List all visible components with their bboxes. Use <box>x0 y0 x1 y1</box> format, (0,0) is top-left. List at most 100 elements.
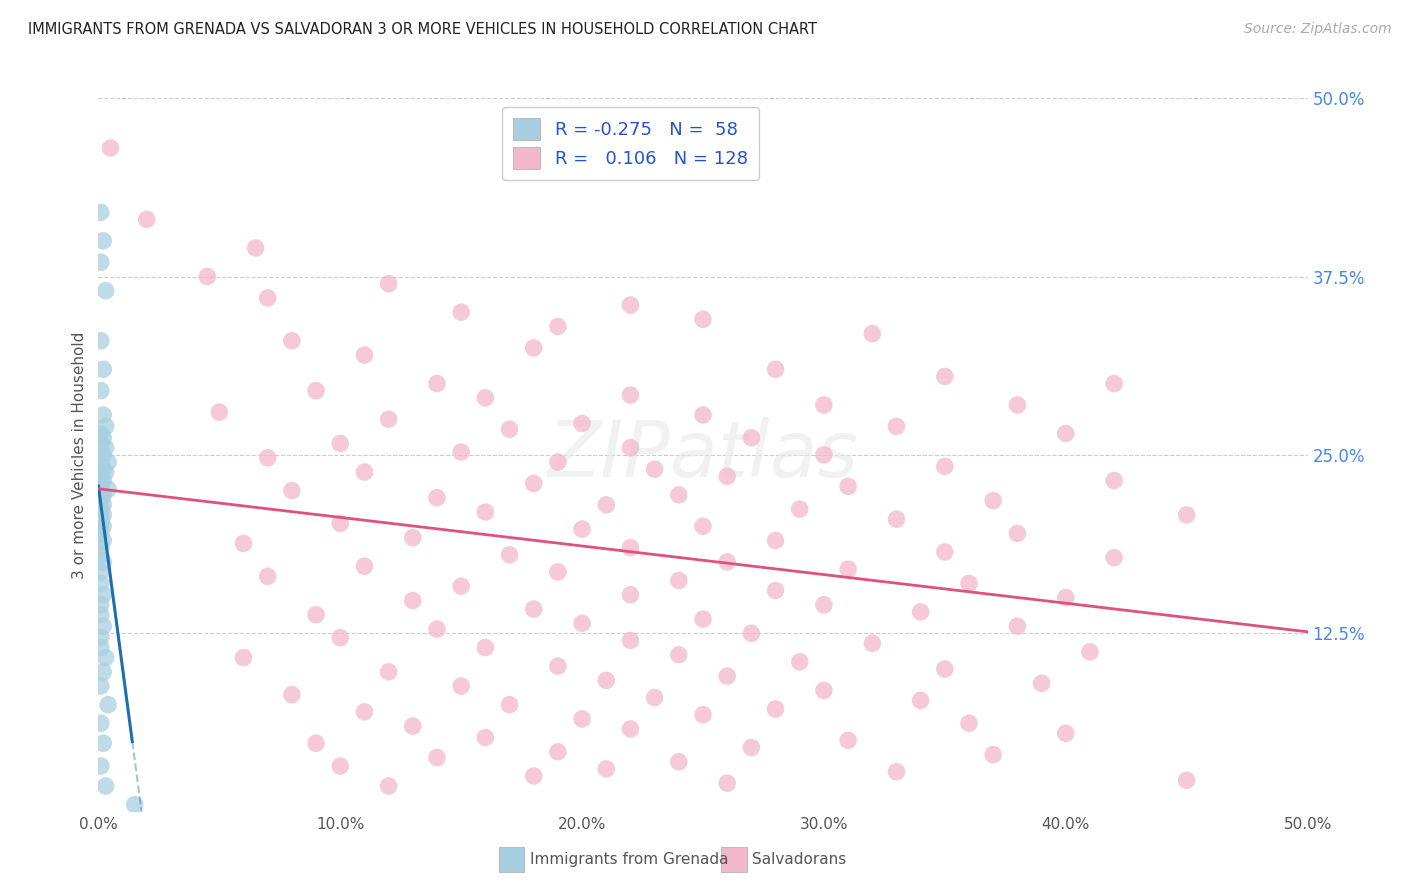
Point <box>450 305 472 319</box>
Point <box>90 502 112 516</box>
Point <box>256 450 278 465</box>
Point <box>91 431 114 445</box>
Point <box>886 419 908 434</box>
Point <box>1031 676 1053 690</box>
Point <box>90 598 112 612</box>
Point <box>1007 526 1029 541</box>
Point <box>426 622 449 636</box>
Point <box>668 574 690 588</box>
Point <box>1054 426 1077 441</box>
Point <box>90 334 112 348</box>
Point <box>90 255 112 269</box>
Point <box>619 722 641 736</box>
Point <box>90 526 112 541</box>
Point <box>90 522 112 536</box>
Point <box>100 141 122 155</box>
Point <box>571 417 593 431</box>
Point <box>1102 474 1125 488</box>
Point <box>547 659 569 673</box>
Point <box>377 665 399 679</box>
Point <box>547 565 569 579</box>
Point <box>91 408 114 422</box>
Point <box>124 797 146 812</box>
Point <box>498 548 520 562</box>
Point <box>716 776 738 790</box>
Point <box>94 284 117 298</box>
Point <box>91 462 114 476</box>
Point <box>837 733 859 747</box>
Point <box>450 679 472 693</box>
Text: Source: ZipAtlas.com: Source: ZipAtlas.com <box>1244 22 1392 37</box>
Point <box>813 598 835 612</box>
Point <box>94 419 117 434</box>
Point <box>377 779 399 793</box>
Point <box>981 493 1004 508</box>
Point <box>90 493 112 508</box>
Point <box>523 476 546 491</box>
Point <box>1102 550 1125 565</box>
Point <box>886 764 908 779</box>
Point <box>934 459 956 474</box>
Point <box>90 640 112 655</box>
Point <box>1102 376 1125 391</box>
Point <box>377 277 399 291</box>
Point <box>910 693 932 707</box>
Point <box>1007 398 1029 412</box>
Point <box>135 212 157 227</box>
Point <box>353 348 375 362</box>
Point <box>571 522 593 536</box>
Point <box>232 536 254 550</box>
Point <box>91 362 114 376</box>
Point <box>90 436 112 450</box>
Point <box>1054 726 1077 740</box>
Point <box>426 376 449 391</box>
Point <box>353 705 375 719</box>
Point <box>523 602 546 616</box>
Text: ZIPatlas: ZIPatlas <box>547 417 859 493</box>
Point <box>837 479 859 493</box>
Point <box>571 616 593 631</box>
Point <box>90 491 112 505</box>
Point <box>716 669 738 683</box>
Point <box>281 334 304 348</box>
Point <box>474 505 496 519</box>
Point <box>90 479 112 493</box>
Point <box>90 512 112 526</box>
Point <box>813 398 835 412</box>
Point <box>957 576 980 591</box>
Point <box>426 491 449 505</box>
Point <box>232 650 254 665</box>
Point <box>474 391 496 405</box>
Point <box>547 745 569 759</box>
Point <box>523 769 546 783</box>
Point <box>90 716 112 731</box>
Point <box>619 298 641 312</box>
Point <box>498 698 520 712</box>
Point <box>498 422 520 436</box>
Point <box>474 731 496 745</box>
Point <box>90 541 112 555</box>
Point <box>934 545 956 559</box>
Point <box>668 488 690 502</box>
Point <box>245 241 267 255</box>
Text: Immigrants from Grenada: Immigrants from Grenada <box>530 853 728 867</box>
Text: IMMIGRANTS FROM GRENADA VS SALVADORAN 3 OR MORE VEHICLES IN HOUSEHOLD CORRELATIO: IMMIGRANTS FROM GRENADA VS SALVADORAN 3 … <box>28 22 817 37</box>
Point <box>91 533 114 548</box>
Point <box>595 673 617 688</box>
Point <box>619 441 641 455</box>
Point <box>765 583 787 598</box>
Point <box>91 519 114 533</box>
Point <box>90 576 112 591</box>
Point <box>837 562 859 576</box>
Point <box>97 698 120 712</box>
Point <box>426 750 449 764</box>
Point <box>256 291 278 305</box>
Point <box>860 326 883 341</box>
Point <box>692 707 714 722</box>
Point <box>523 341 546 355</box>
Point <box>450 579 472 593</box>
Point <box>813 448 835 462</box>
Point <box>860 636 883 650</box>
Point <box>377 412 399 426</box>
Point <box>547 455 569 469</box>
